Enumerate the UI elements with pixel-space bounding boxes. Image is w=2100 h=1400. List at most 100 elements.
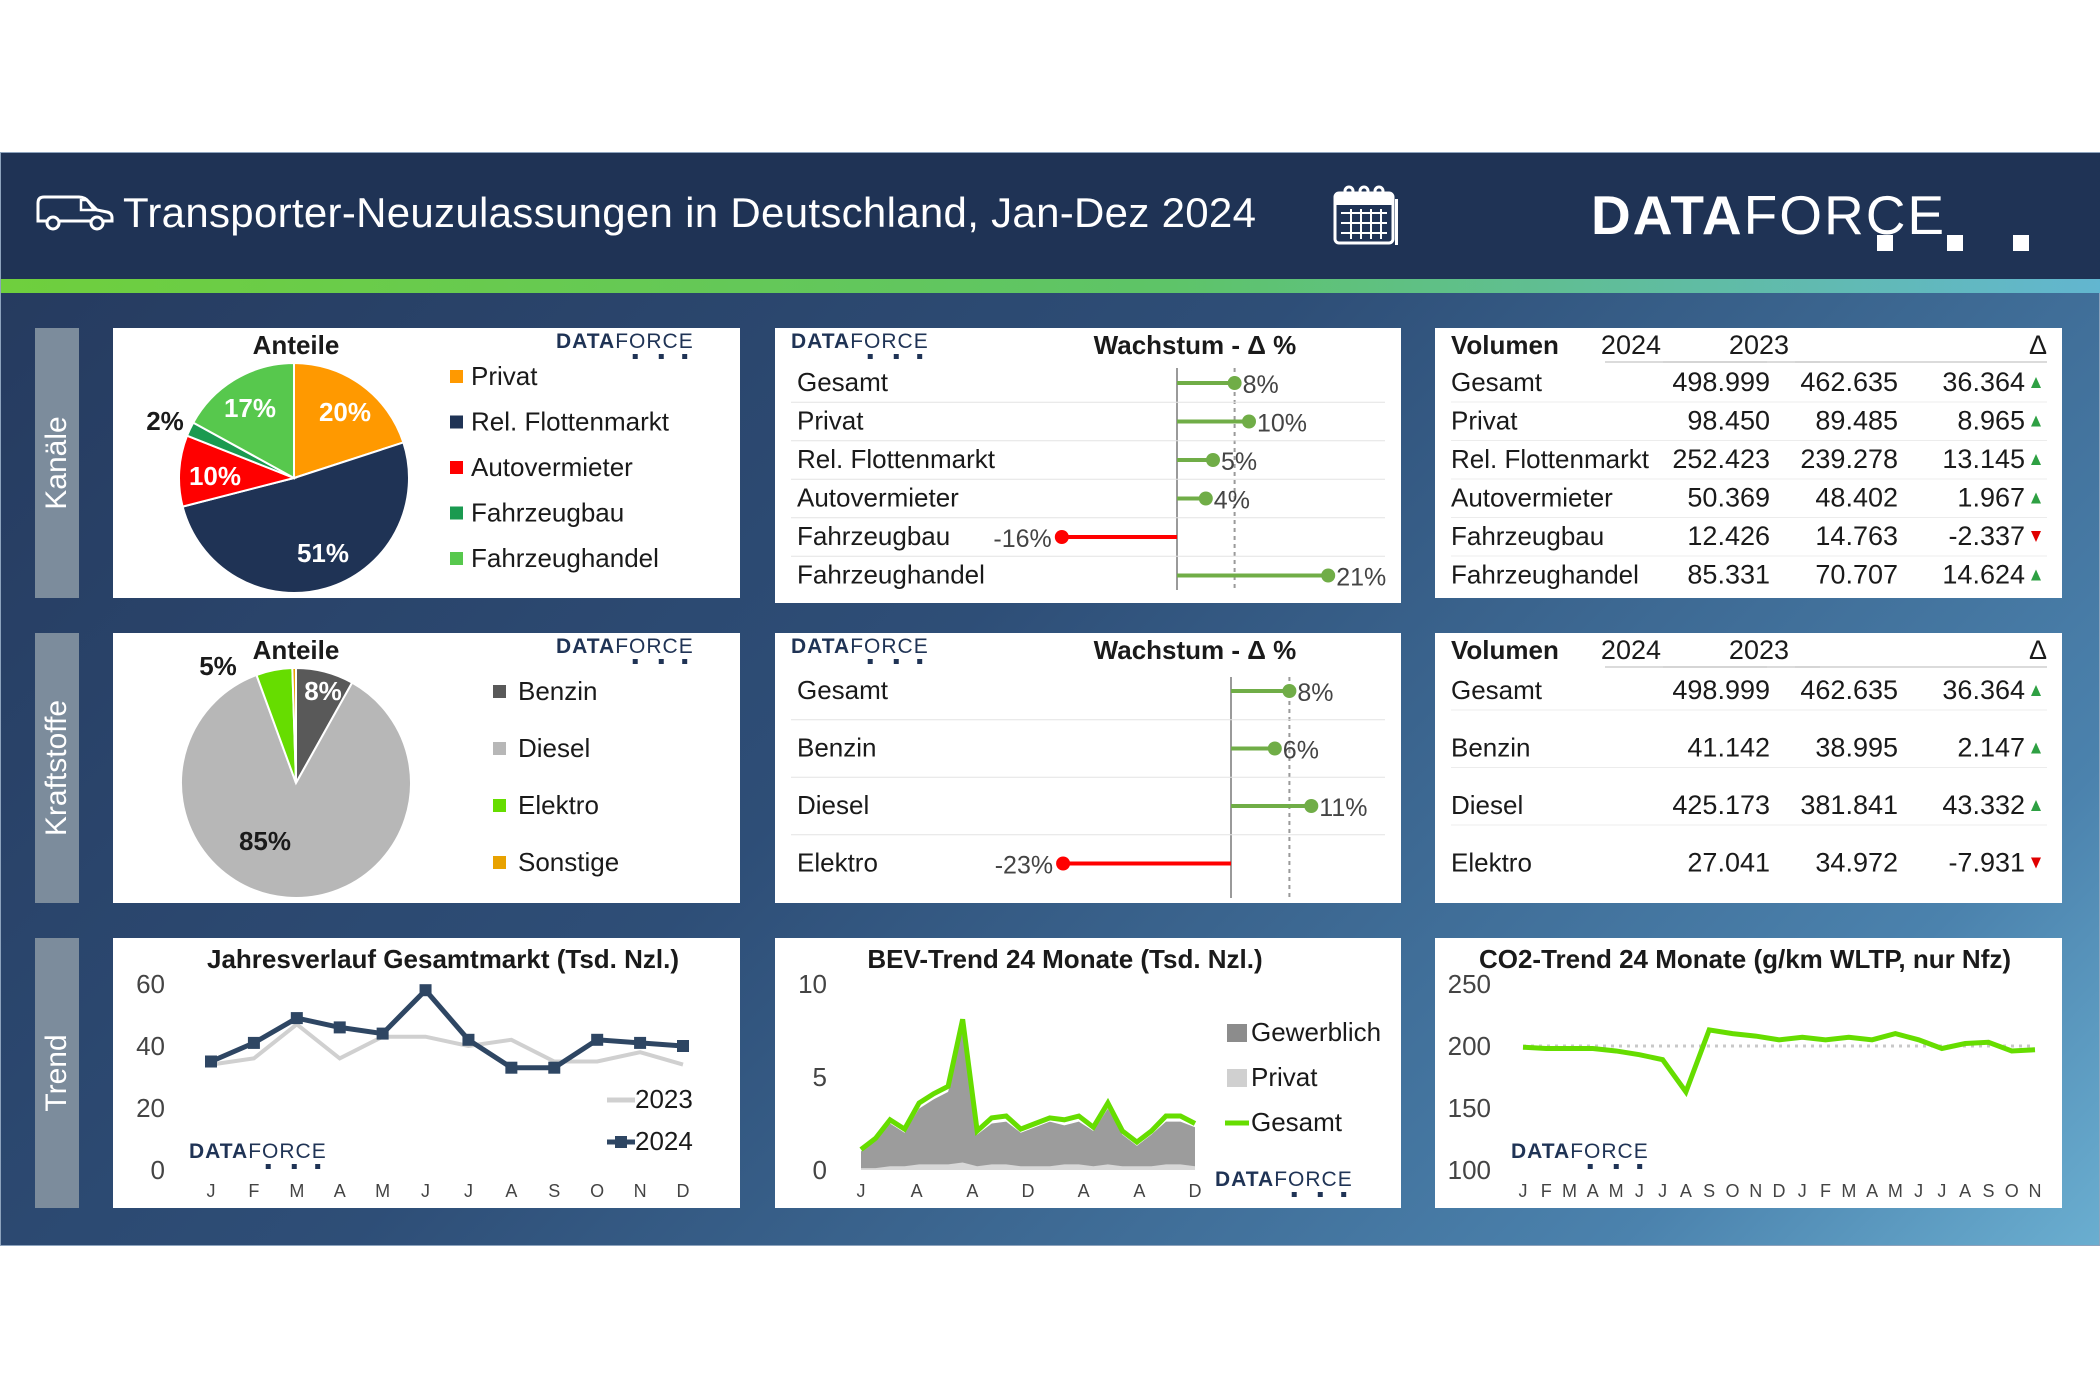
table-cell: 36.364 <box>1942 367 2025 397</box>
bar-dot <box>1282 684 1297 698</box>
series-line <box>210 986 684 1071</box>
legend-label: Privat <box>1251 1062 1318 1092</box>
trend-down-icon <box>2031 857 2041 869</box>
legend-swatch <box>450 506 463 520</box>
logo-square <box>1947 235 1963 251</box>
bar-dot <box>1242 414 1256 429</box>
data-label: 51% <box>297 538 349 568</box>
x-tick-label: A <box>1078 1181 1090 1201</box>
dataforce-logo: DATAFORCE <box>556 330 694 353</box>
x-tick-label: A <box>1866 1181 1878 1201</box>
data-label: 85% <box>239 826 291 856</box>
table-cell: Diesel <box>1451 790 1523 820</box>
y-tick-label: 0 <box>813 1155 827 1185</box>
table-cell: 43.332 <box>1942 790 2025 820</box>
bar-dot <box>1206 453 1220 467</box>
logo-square <box>658 659 664 664</box>
logo-square <box>265 1164 271 1169</box>
logo-square <box>291 1164 297 1169</box>
legend-swatch <box>1227 1024 1247 1042</box>
dataforce-logo: DATAFORCE <box>791 635 929 658</box>
dashboard: Transporter-Neuzulassungen in Deutschlan… <box>0 152 2100 1246</box>
x-tick-label: J <box>1914 1181 1923 1201</box>
y-tick-label: 10 <box>798 969 827 999</box>
kanaele-pie-panel: Anteile DATAFORCE 20% 51% 10% 2% 17% Privat Rel.… <box>113 328 740 598</box>
pie-slice <box>191 361 295 480</box>
pie-slice <box>180 673 412 899</box>
x-tick-label: A <box>911 1181 923 1201</box>
logo-square <box>1291 1192 1297 1197</box>
table-cell: 34.972 <box>1815 848 1898 878</box>
x-tick-label: D <box>1022 1181 1035 1201</box>
x-tick-label: J <box>1635 1181 1644 1201</box>
section-tab-kanaele: Kanäle <box>35 328 79 598</box>
chart-title: CO2-Trend 24 Monate (g/km WLTP, nur Nfz) <box>1479 944 2011 974</box>
trend-up-icon <box>2031 377 2041 388</box>
x-tick-label: J <box>1519 1181 1528 1201</box>
x-tick-label: D <box>677 1181 690 1201</box>
table-cell: 252.423 <box>1672 444 1770 474</box>
trend-down-icon <box>2031 531 2041 542</box>
data-label: 20% <box>319 397 371 427</box>
y-tick-label: 250 <box>1448 969 1491 999</box>
pie-slice <box>178 434 298 508</box>
trend-up-icon <box>2031 685 2041 696</box>
x-tick-label: J <box>1658 1181 1667 1201</box>
legend-label: Gewerblich <box>1251 1017 1381 1047</box>
logo-square <box>315 1164 321 1169</box>
trend-co2-panel: CO2-Trend 24 Monate (g/km WLTP, nur Nfz)… <box>1435 938 2062 1208</box>
legend-label: Diesel <box>518 733 590 763</box>
table-cell: 36.364 <box>1942 675 2025 705</box>
data-label: -16% <box>993 525 1051 553</box>
legend-swatch <box>450 552 463 565</box>
logo-square <box>632 354 638 359</box>
logo-square <box>867 659 873 664</box>
y-tick-label: 100 <box>1448 1155 1491 1185</box>
legend-swatch <box>493 685 506 698</box>
bar-dot <box>1227 376 1242 390</box>
bar-dot <box>1054 530 1069 544</box>
kraftstoffe-growth-panel: DATAFORCE Wachstum - Δ % Gesamt 8% Benzin 6% D… <box>775 633 1401 903</box>
section-tab-kraftstoffe: Kraftstoffe <box>35 633 79 903</box>
table-cell: Autovermieter <box>1451 483 1613 513</box>
row-label: Gesamt <box>797 367 889 397</box>
legend-label: Elektro <box>518 790 599 820</box>
table-cell: 462.635 <box>1800 367 1898 397</box>
logo-square <box>1317 1192 1323 1197</box>
data-label: 2% <box>146 406 184 436</box>
legend-swatch <box>450 415 463 429</box>
x-tick-label: M <box>289 1181 304 1201</box>
chart-title: Wachstum - Δ % <box>1094 330 1297 360</box>
x-tick-label: S <box>1982 1181 1994 1201</box>
data-point <box>290 1012 303 1025</box>
data-label: -23% <box>995 852 1053 880</box>
chart-title: Anteile <box>253 635 340 665</box>
table-cell: 8.965 <box>1957 406 2025 436</box>
logo-square <box>1877 235 1893 251</box>
data-label: 8% <box>304 676 342 706</box>
table-cell: 425.173 <box>1672 790 1770 820</box>
x-tick-label: S <box>548 1181 560 1201</box>
x-tick-label: N <box>2029 1181 2042 1201</box>
data-label: 4% <box>1214 487 1250 515</box>
table-cell: 70.707 <box>1815 560 1898 590</box>
column-header: 2024 <box>1601 635 1661 665</box>
legend-label: Benzin <box>518 676 598 706</box>
legend-label: Rel. Flottenmarkt <box>471 407 670 437</box>
table-cell: Rel. Flottenmarkt <box>1451 444 1650 474</box>
x-tick-label: A <box>966 1181 978 1201</box>
column-header: 2024 <box>1601 330 1661 360</box>
logo-square <box>893 659 899 664</box>
pie-slice <box>181 441 410 594</box>
data-point <box>505 1061 518 1074</box>
legend-label: Gesamt <box>1251 1107 1343 1137</box>
data-label: 6% <box>1283 737 1319 765</box>
table-cell: 2.147 <box>1957 733 2025 763</box>
y-tick-label: 60 <box>136 969 165 999</box>
trend-jahresverlauf-panel: Jahresverlauf Gesamtmarkt (Tsd. Nzl.) 0 20… <box>113 938 740 1208</box>
row-label: Autovermieter <box>797 483 959 513</box>
table-cell: Gesamt <box>1451 367 1543 397</box>
legend-label: 2024 <box>635 1126 693 1156</box>
x-tick-label: M <box>1562 1181 1577 1201</box>
chart-svg: Anteile DATAFORCE 8% 85% 5% Benzin Diesel Elekt… <box>180 635 693 899</box>
